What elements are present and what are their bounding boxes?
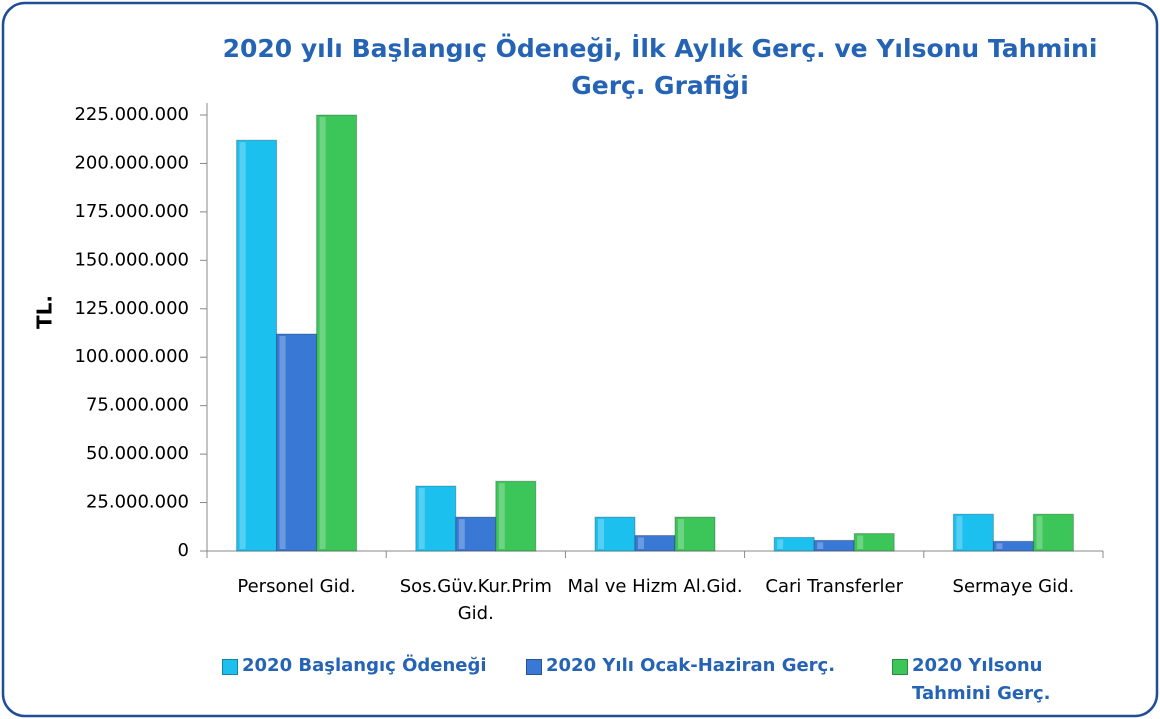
bar-shine bbox=[638, 537, 644, 549]
legend-swatch bbox=[222, 659, 238, 675]
bar-shine bbox=[996, 543, 1003, 549]
bar bbox=[1032, 513, 1074, 552]
x-tick-label: Sermaye Gid. bbox=[952, 576, 1075, 597]
bar-shine bbox=[239, 142, 246, 550]
bar-shine bbox=[817, 542, 824, 549]
bar-shine bbox=[319, 117, 326, 549]
bar bbox=[594, 516, 636, 552]
y-tick-label: 225.000.000 bbox=[74, 104, 189, 125]
bar-shine bbox=[418, 488, 425, 549]
bar-shine bbox=[777, 539, 784, 549]
bar-shine bbox=[857, 535, 864, 549]
x-tick-label: Sos.Güv.Kur.Prim Gid. bbox=[399, 576, 552, 624]
legend-label: 2020 Yılsonu Tahmini Gerç. bbox=[912, 655, 1051, 704]
x-tick-label: Mal ve Hizm Al.Gid. bbox=[567, 576, 743, 597]
x-tick-label: Cari Transferler bbox=[765, 576, 903, 597]
bar-shine bbox=[956, 516, 963, 549]
y-tick-label: 25.000.000 bbox=[86, 492, 189, 513]
bar-shine bbox=[598, 519, 604, 549]
y-tick-label: 50.000.000 bbox=[86, 443, 189, 464]
bar-shine bbox=[458, 519, 465, 549]
y-tick-label: 75.000.000 bbox=[86, 395, 189, 416]
y-tick-label: 175.000.000 bbox=[74, 201, 189, 222]
y-tick-label: 100.000.000 bbox=[74, 346, 189, 367]
y-tick-label: 125.000.000 bbox=[74, 298, 189, 319]
legend-swatch bbox=[892, 659, 908, 675]
bar bbox=[316, 114, 358, 552]
bar bbox=[952, 513, 994, 552]
bar-shine bbox=[1036, 516, 1043, 549]
legend-label: 2020 Yılı Ocak-Haziran Gerç. bbox=[546, 655, 836, 676]
y-tick-label: 150.000.000 bbox=[74, 249, 189, 270]
legend-label: 2020 Başlangıç Ödeneği bbox=[242, 655, 487, 676]
bar-shine bbox=[498, 483, 505, 549]
y-axis-label: TL. bbox=[33, 295, 57, 329]
chart-title: 2020 yılı Başlangıç Ödeneği, İlk Aylık G… bbox=[222, 34, 1098, 100]
bar bbox=[495, 480, 537, 552]
bar bbox=[415, 485, 457, 552]
bar-shine bbox=[678, 519, 684, 549]
x-tick-label: Personel Gid. bbox=[237, 576, 356, 597]
bar bbox=[853, 533, 895, 552]
bar bbox=[674, 516, 716, 552]
bar bbox=[455, 516, 497, 552]
y-tick-label: 0 bbox=[178, 540, 189, 561]
bar-shine bbox=[279, 335, 286, 549]
y-tick-label: 200.000.000 bbox=[74, 152, 189, 173]
legend-swatch bbox=[526, 659, 542, 675]
